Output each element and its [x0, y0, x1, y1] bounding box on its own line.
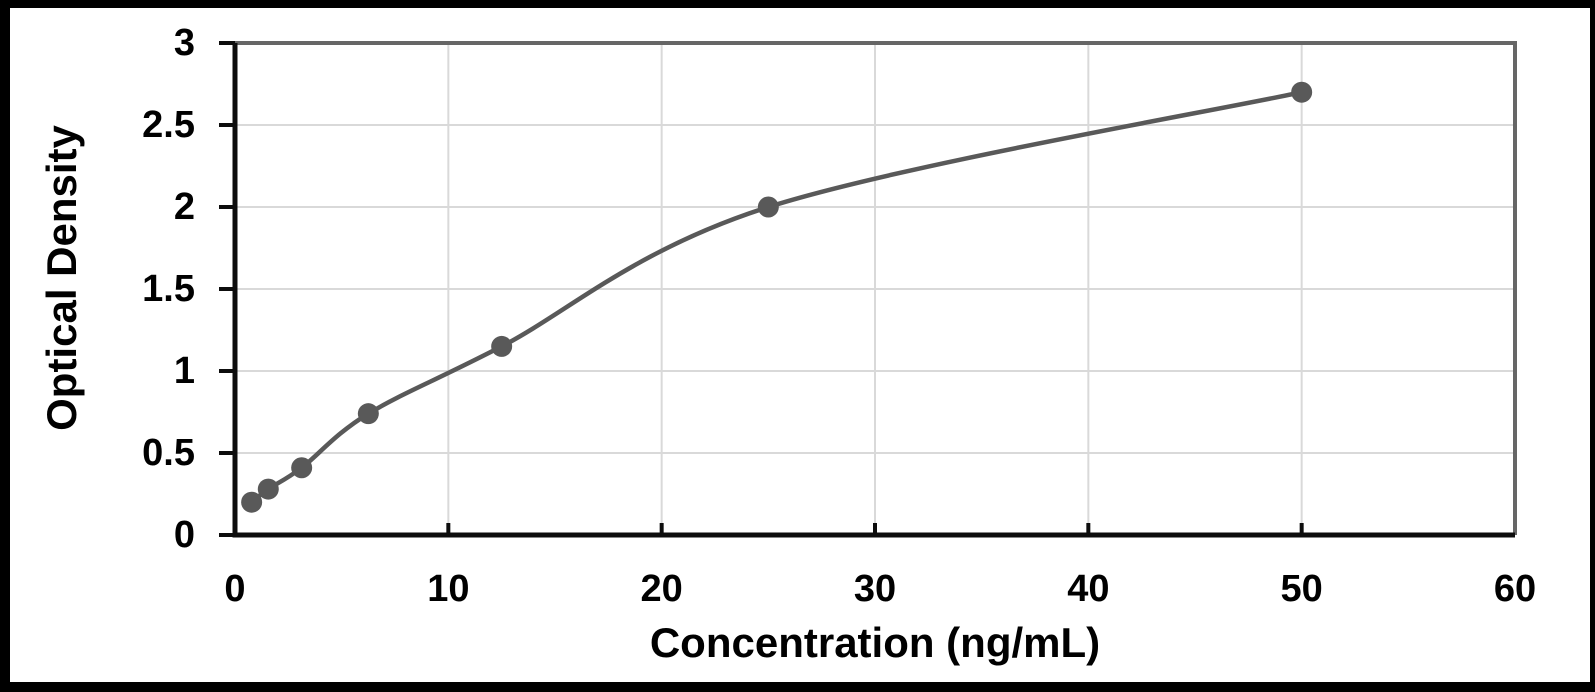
x-axis-title: Concentration (ng/mL): [649, 619, 1101, 666]
y-tick-label: 3: [174, 22, 195, 64]
data-points-group: [241, 81, 1313, 513]
plot-border-line: [235, 41, 1517, 535]
chart-background: [10, 8, 1590, 682]
y-tick-label: 2: [174, 186, 195, 228]
data-point-marker: [257, 478, 279, 500]
y-tick-label: 2.5: [142, 104, 195, 146]
tick-labels: 00.511.522.530 10 20 30 40 50 60: [142, 22, 1536, 610]
trend-curve-group: [249, 89, 1304, 505]
x-tick-label: 20: [641, 568, 683, 610]
x-tick-label: 60: [1494, 568, 1536, 610]
gridlines: [235, 43, 1515, 535]
data-point-marker: [241, 491, 263, 513]
data-point-marker: [757, 196, 779, 218]
y-axis-title: Optical Density: [38, 125, 85, 431]
tick-marks: [219, 41, 1304, 537]
plot-border: [235, 41, 1517, 535]
x-tick-label: 50: [1281, 568, 1323, 610]
x-tick-label: 30: [854, 568, 896, 610]
axes: [232, 43, 1515, 538]
data-point-marker: [491, 335, 513, 357]
x-tick-label: 0: [224, 568, 245, 610]
x-tick-label: 40: [1067, 568, 1109, 610]
y-tick-label: 0: [174, 514, 195, 556]
y-tick-label: 0.5: [142, 432, 195, 474]
data-point-marker: [357, 403, 379, 425]
y-tick-label: 1.5: [142, 268, 195, 310]
data-point-marker: [291, 457, 313, 479]
data-point-marker: [1291, 81, 1313, 103]
trend-curve: [249, 89, 1304, 505]
x-tick-label: 10: [427, 568, 469, 610]
y-tick-label: 1: [174, 350, 195, 392]
